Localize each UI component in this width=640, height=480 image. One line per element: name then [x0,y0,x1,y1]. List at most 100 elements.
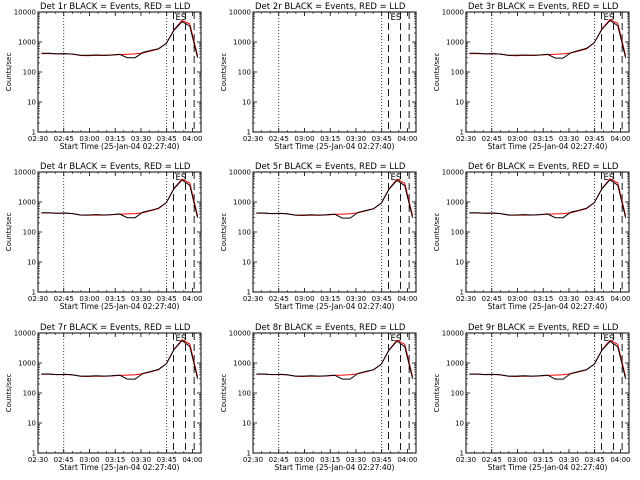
x-tick-label: 03:45 [157,456,177,464]
x-tick-label: 03:00 [294,456,314,464]
x-tick-label: 03:30 [346,295,366,303]
events-series-line [256,179,414,219]
y-tick-label: 10000 [229,9,251,17]
plot-frame [465,332,630,454]
x-tick-label: 03:15 [105,456,125,464]
x-tick-label: 02:45 [482,135,502,143]
x-tick-label: 03:00 [507,135,527,143]
x-tick-label: 03:30 [559,456,579,464]
x-tick-label: 02:45 [482,456,502,464]
x-tick-label: 03:45 [372,456,392,464]
y-tick-label: 1 [32,289,36,297]
y-tick-label: 10000 [442,330,464,338]
events-series-line [469,19,627,59]
x-tick-label: 03:00 [79,456,99,464]
y-tick-label: 100 [23,69,36,77]
plot-frame [37,332,202,454]
x-tick-label: 03:30 [559,135,579,143]
y-tick-label: 1000 [446,39,464,47]
x-axis-label: Start Time (25-Jan-04 02:27:40) [60,463,180,472]
x-tick-label: 03:30 [131,456,151,464]
detector-panel-8: Det 8r BLACK = Events, RED = LLD 1 10 100 10… [220,323,418,472]
y-tick-label: 1000 [18,199,36,207]
x-tick-label: 04:00 [397,295,417,303]
y-tick-label: 10 [27,420,36,428]
x-tick-label: 03:45 [585,456,605,464]
x-tick-label: 02:45 [54,456,74,464]
y-tick-label: 1 [460,129,464,137]
x-tick-label: 04:00 [182,456,202,464]
x-tick-label: 03:15 [320,295,340,303]
detector-panel-9: Det 9r BLACK = Events, RED = LLD 1 10 100 10… [433,323,631,472]
events-series-line [469,340,627,380]
y-tick-label: 1 [247,129,251,137]
lld-series-line [469,339,627,378]
y-tick-label: 10 [242,420,251,428]
plot-frame [252,11,417,133]
x-tick-label: 02:45 [54,135,74,143]
y-tick-label: 10000 [442,9,464,17]
panel-title: Det 5r BLACK = Events, RED = LLD [255,162,406,172]
y-tick-label: 10000 [14,330,36,338]
y-axis-label: Counts/sec [5,374,13,413]
x-axis-label: Start Time (25-Jan-04 02:27:40) [275,302,395,311]
y-tick-label: 100 [23,229,36,237]
es-marker-label: ES [176,173,187,183]
es-marker-label: ES [176,334,187,344]
x-tick-label: 03:15 [533,456,553,464]
x-tick-label: 03:30 [131,135,151,143]
y-tick-label: 10000 [14,169,36,177]
es-marker-label: ES [391,334,402,344]
panel-title: Det 4r BLACK = Events, RED = LLD [40,162,191,172]
x-tick-label: 03:00 [507,456,527,464]
y-tick-label: 1 [32,129,36,137]
x-axis-label: Start Time (25-Jan-04 02:27:40) [60,302,180,311]
x-tick-label: 02:30 [456,456,476,464]
lld-series-line [256,339,414,378]
x-tick-label: 02:45 [482,295,502,303]
x-axis-label: Start Time (25-Jan-04 02:27:40) [488,142,608,151]
y-tick-label: 10 [242,99,251,107]
x-axis-label: Start Time (25-Jan-04 02:27:40) [275,142,395,151]
plot-frame [37,171,202,293]
detector-panel-1: Det 1r BLACK = Events, RED = LLD 1 10 100 10… [5,2,203,151]
y-tick-label: 1000 [18,360,36,368]
plot-frame [252,332,417,454]
detector-panel-4: Det 4r BLACK = Events, RED = LLD 1 10 100 10… [5,162,203,311]
x-tick-label: 03:15 [533,135,553,143]
lld-series-line [256,178,414,217]
x-tick-label: 02:30 [243,295,263,303]
x-axis-label: Start Time (25-Jan-04 02:27:40) [488,463,608,472]
x-tick-label: 03:15 [105,295,125,303]
plot-frame [37,11,202,133]
x-tick-label: 03:45 [372,295,392,303]
y-tick-label: 1 [247,289,251,297]
x-tick-label: 02:30 [456,135,476,143]
events-series-line [469,179,627,219]
detector-panel-5: Det 5r BLACK = Events, RED = LLD 1 10 100 10… [220,162,418,311]
events-series-line [256,340,414,380]
y-tick-label: 1000 [233,360,251,368]
y-tick-label: 1000 [233,39,251,47]
detector-panel-7: Det 7r BLACK = Events, RED = LLD 1 10 100 10… [5,323,203,472]
y-tick-label: 100 [451,390,464,398]
y-tick-label: 1000 [18,39,36,47]
lld-series-line [41,339,199,378]
x-tick-label: 02:45 [54,295,74,303]
y-tick-label: 10 [242,259,251,267]
x-tick-label: 03:15 [320,456,340,464]
x-tick-label: 03:15 [533,295,553,303]
x-tick-label: 03:30 [131,295,151,303]
y-tick-label: 100 [451,69,464,77]
x-tick-label: 03:45 [157,135,177,143]
es-marker-label: ES [604,13,615,23]
x-tick-label: 03:00 [294,135,314,143]
y-tick-label: 1 [247,450,251,458]
lld-series-line [469,178,627,216]
plot-frame [465,171,630,293]
x-tick-label: 03:45 [585,295,605,303]
x-tick-label: 03:30 [346,456,366,464]
x-axis-label: Start Time (25-Jan-04 02:27:40) [275,463,395,472]
x-tick-label: 04:00 [182,295,202,303]
